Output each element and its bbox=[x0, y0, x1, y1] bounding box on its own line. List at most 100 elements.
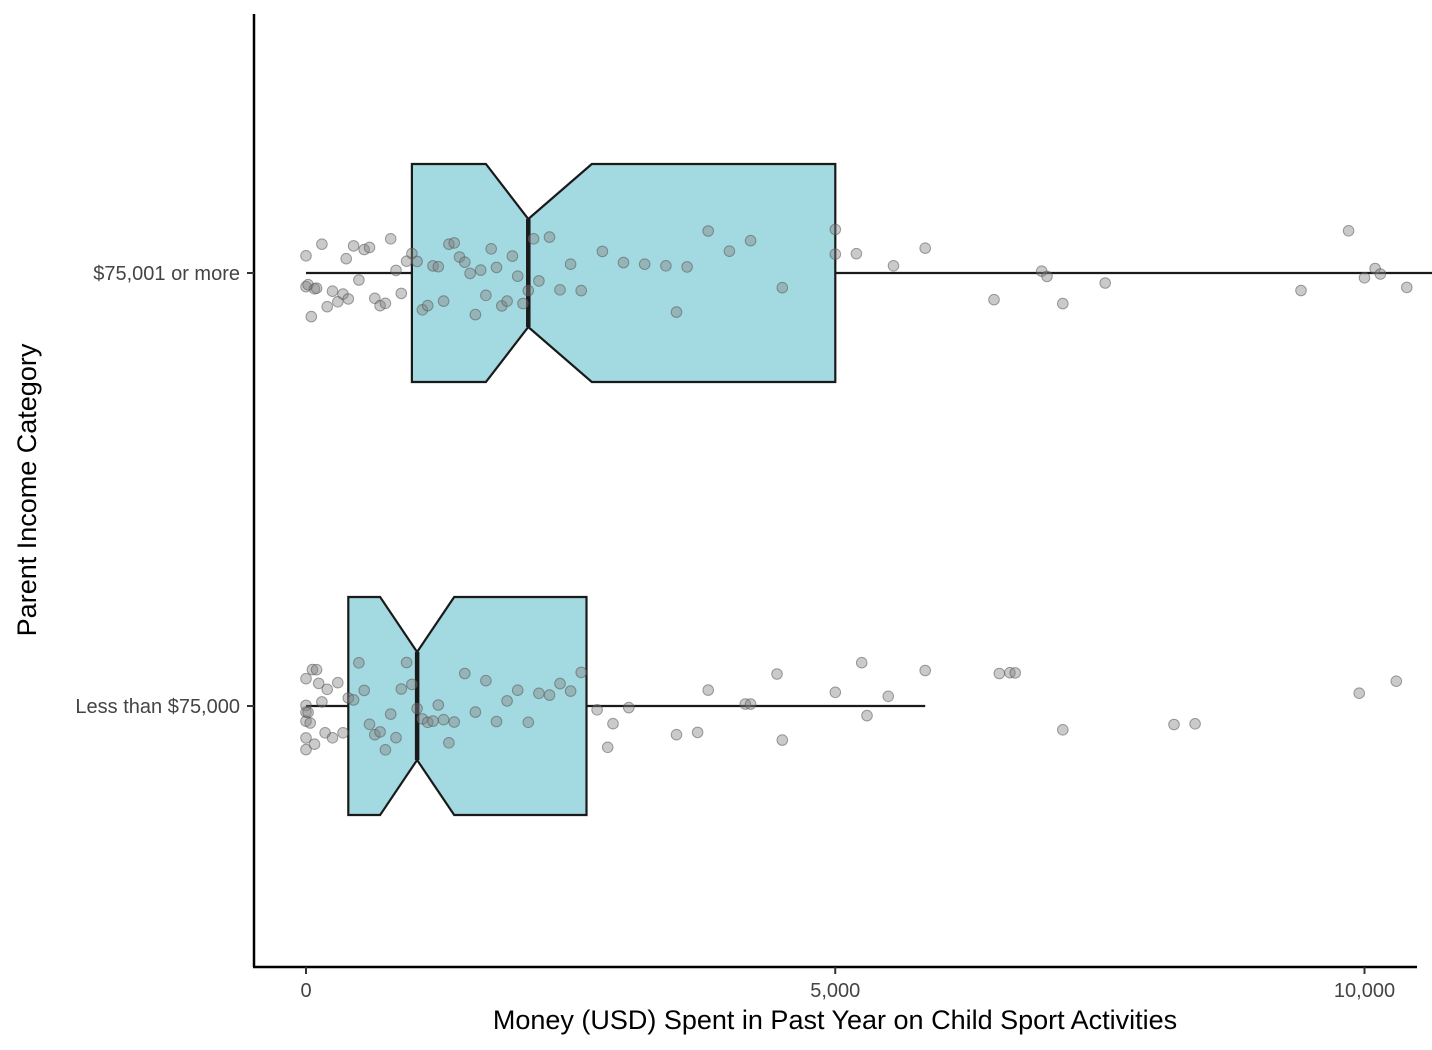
data-point bbox=[776, 734, 789, 746]
data-point bbox=[300, 250, 312, 262]
data-point bbox=[469, 308, 482, 321]
data-point bbox=[469, 706, 482, 718]
data-point bbox=[316, 238, 328, 250]
data-point bbox=[490, 261, 503, 274]
data-point bbox=[501, 695, 513, 707]
data-point bbox=[506, 250, 519, 262]
data-point bbox=[302, 278, 314, 291]
data-point bbox=[300, 743, 312, 756]
data-point bbox=[448, 716, 461, 728]
x-axis-title: Money (USD) Spent in Past Year on Child … bbox=[493, 1005, 1177, 1035]
data-point bbox=[543, 231, 556, 243]
data-point bbox=[395, 287, 408, 300]
data-point bbox=[358, 684, 371, 697]
data-point bbox=[660, 260, 672, 272]
data-point bbox=[300, 672, 312, 685]
data-point bbox=[564, 258, 577, 271]
x-tick-label: 10,000 bbox=[1334, 980, 1395, 1002]
notched-box bbox=[347, 595, 588, 817]
data-point bbox=[1099, 277, 1111, 289]
data-point bbox=[527, 233, 540, 245]
data-point bbox=[448, 237, 461, 249]
data-point bbox=[702, 225, 715, 237]
data-point bbox=[400, 656, 413, 669]
data-point bbox=[638, 258, 651, 271]
data-point bbox=[353, 657, 365, 669]
data-point bbox=[681, 261, 693, 273]
data-point bbox=[855, 656, 868, 669]
y-tick-label: Less than $75,000 bbox=[75, 696, 240, 718]
data-point bbox=[744, 698, 757, 710]
data-point bbox=[480, 289, 492, 302]
data-point bbox=[363, 718, 376, 731]
data-point bbox=[575, 284, 588, 297]
data-point bbox=[1009, 667, 1022, 679]
data-point bbox=[533, 275, 545, 287]
data-point bbox=[321, 300, 334, 313]
data-point bbox=[308, 738, 321, 751]
data-point bbox=[1353, 687, 1365, 700]
data-point bbox=[437, 713, 450, 726]
data-point bbox=[340, 252, 353, 265]
data-point bbox=[1168, 718, 1180, 731]
data-point bbox=[406, 678, 418, 691]
data-point bbox=[829, 248, 842, 260]
data-point bbox=[384, 233, 397, 245]
data-point bbox=[384, 708, 397, 720]
data-point bbox=[1342, 225, 1355, 237]
boxes-layer bbox=[306, 162, 1432, 817]
data-point bbox=[337, 727, 349, 739]
data-point bbox=[850, 247, 863, 260]
data-point bbox=[670, 728, 683, 741]
data-point bbox=[347, 694, 360, 706]
data-point bbox=[304, 717, 317, 729]
data-point bbox=[306, 663, 319, 676]
data-point bbox=[517, 297, 529, 310]
data-point bbox=[829, 686, 842, 699]
data-point bbox=[591, 704, 603, 716]
data-point bbox=[829, 223, 842, 236]
data-point bbox=[347, 240, 360, 252]
data-point bbox=[390, 731, 402, 744]
data-point bbox=[459, 667, 471, 680]
data-point bbox=[554, 677, 566, 690]
data-point bbox=[554, 284, 566, 296]
jitter-points-layer bbox=[300, 223, 1413, 756]
data-point bbox=[332, 676, 344, 689]
data-point bbox=[432, 260, 445, 273]
data-point bbox=[596, 245, 609, 258]
data-point bbox=[887, 260, 900, 272]
data-point bbox=[882, 690, 895, 703]
data-point bbox=[522, 716, 535, 729]
data-point bbox=[607, 717, 619, 730]
data-point bbox=[623, 701, 635, 714]
data-point bbox=[421, 299, 434, 312]
data-point bbox=[670, 306, 683, 318]
data-point bbox=[374, 726, 386, 738]
data-point bbox=[379, 744, 392, 756]
data-point bbox=[485, 243, 498, 255]
data-point bbox=[511, 270, 524, 283]
data-point bbox=[1295, 284, 1307, 297]
data-point bbox=[1057, 297, 1069, 310]
data-point bbox=[988, 293, 1000, 306]
data-point bbox=[919, 664, 932, 677]
data-point bbox=[464, 267, 476, 280]
data-point bbox=[490, 715, 503, 728]
data-point bbox=[310, 282, 323, 295]
data-point bbox=[363, 241, 376, 254]
data-point bbox=[919, 242, 932, 254]
data-point bbox=[300, 732, 312, 744]
data-point bbox=[993, 667, 1006, 680]
data-point bbox=[321, 683, 334, 696]
box-high-income bbox=[306, 162, 1432, 384]
data-point bbox=[353, 274, 365, 286]
data-point bbox=[771, 668, 783, 680]
data-point bbox=[395, 683, 408, 695]
data-point bbox=[411, 702, 423, 715]
data-point bbox=[1390, 675, 1403, 688]
data-point bbox=[459, 256, 471, 269]
data-point bbox=[1374, 268, 1387, 280]
